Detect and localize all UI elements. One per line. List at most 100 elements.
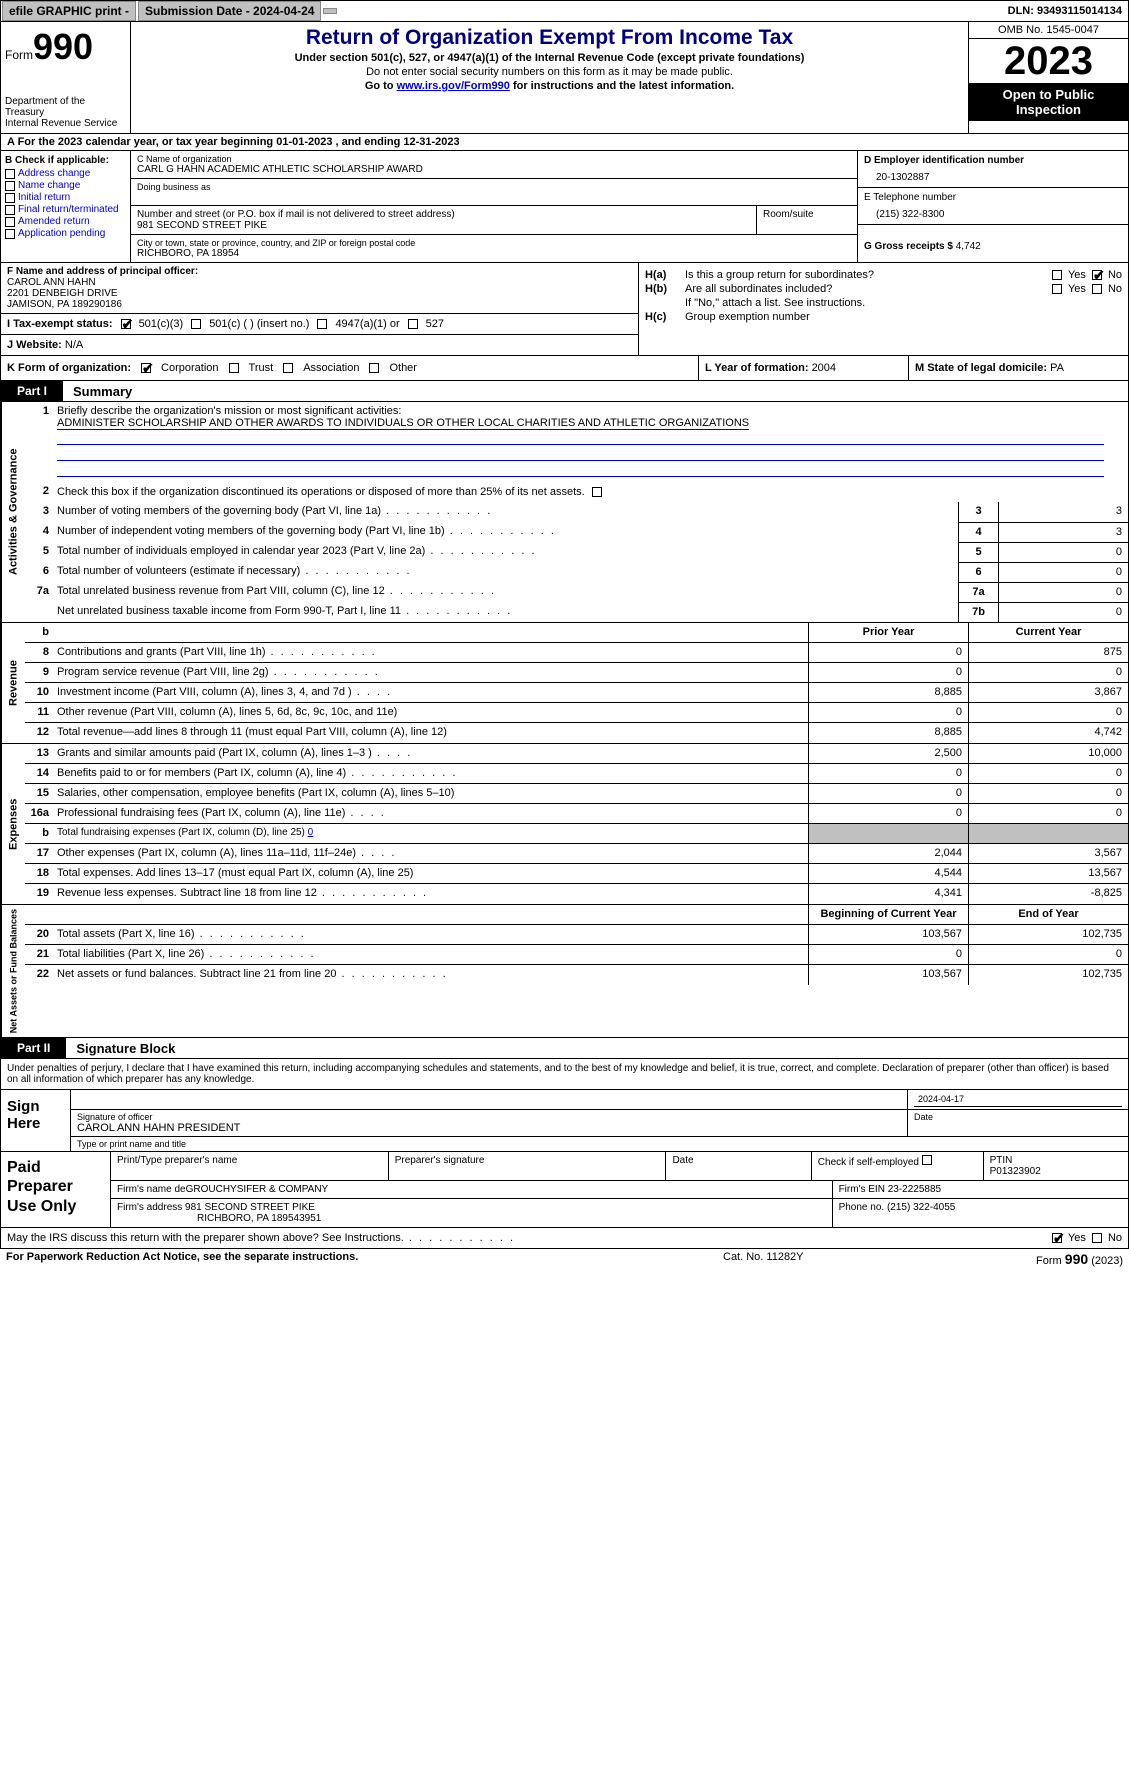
row-21: 21Total liabilities (Part X, line 26)00	[25, 945, 1128, 965]
part1-title: Summary	[63, 384, 132, 399]
row-5: 5Total number of individuals employed in…	[25, 542, 1128, 562]
chk-amended-return[interactable]: Amended return	[5, 216, 126, 227]
chk-other[interactable]	[369, 363, 379, 373]
top-bar: efile GRAPHIC print - Submission Date - …	[0, 0, 1129, 22]
sig-intro: Under penalties of perjury, I declare th…	[0, 1059, 1129, 1090]
discuss-yes-box[interactable]: ✔	[1052, 1233, 1062, 1243]
footer-cat: Cat. No. 11282Y	[723, 1251, 923, 1267]
prep-row-1: Print/Type preparer's name Preparer's si…	[111, 1152, 1128, 1181]
col-d: D Employer identification number 20-1302…	[858, 151, 1128, 262]
period-begin: 01-01-2023	[276, 136, 332, 148]
hdr-eoy: End of Year	[968, 905, 1128, 924]
l9-p: 0	[808, 663, 968, 682]
opt-4947: 4947(a)(1) or	[335, 318, 399, 330]
l13-desc: Grants and similar amounts paid (Part IX…	[53, 744, 808, 763]
l3-desc: Number of voting members of the governin…	[53, 502, 958, 522]
row-16a: 16aProfessional fundraising fees (Part I…	[25, 804, 1128, 824]
row-7a: 7aTotal unrelated business revenue from …	[25, 582, 1128, 602]
l15-c: 0	[968, 784, 1128, 803]
l8-c: 875	[968, 643, 1128, 662]
expenses-body: 13Grants and similar amounts paid (Part …	[25, 744, 1128, 904]
org-name: CARL G HAHN ACADEMIC ATHLETIC SCHOLARSHI…	[137, 164, 851, 175]
chk-application-pending[interactable]: Application pending	[5, 228, 126, 239]
ha-yes-box[interactable]	[1052, 270, 1062, 280]
net-assets-body: Beginning of Current Year End of Year 20…	[25, 905, 1128, 1037]
l9-desc: Program service revenue (Part VIII, line…	[53, 663, 808, 682]
ein-label: D Employer identification number	[864, 155, 1122, 166]
ha-text: Is this a group return for subordinates?	[685, 269, 1048, 281]
chk-501c3[interactable]: ✔	[121, 319, 131, 329]
officer-label: F Name and address of principal officer:	[7, 266, 632, 277]
discuss-row: May the IRS discuss this return with the…	[0, 1228, 1129, 1249]
subtitle-2: Do not enter social security numbers on …	[139, 66, 960, 78]
irs-text: Internal Revenue Service	[5, 118, 126, 129]
sig-officer-name: CAROL ANN HAHN PRESIDENT	[77, 1122, 901, 1134]
chk-address-change[interactable]: Address change	[5, 168, 126, 179]
h-b-row: H(b) Are all subordinates included? Yes …	[645, 283, 1122, 295]
efile-button[interactable]: efile GRAPHIC print -	[2, 1, 136, 21]
l20-c: 102,735	[968, 925, 1128, 944]
l10-p: 8,885	[808, 683, 968, 702]
chk-association[interactable]	[283, 363, 293, 373]
chk-address-label: Address change	[18, 168, 90, 179]
chk-name-change[interactable]: Name change	[5, 180, 126, 191]
l-cell: L Year of formation: 2004	[698, 356, 908, 380]
chk-527[interactable]	[408, 319, 418, 329]
row-18: 18Total expenses. Add lines 13–17 (must …	[25, 864, 1128, 884]
officer-city: JAMISON, PA 189290186	[7, 299, 632, 310]
opt-501c: 501(c) ( ) (insert no.)	[209, 318, 309, 330]
org-name-cell: C Name of organization CARL G HAHN ACADE…	[131, 151, 857, 179]
firm-ein: 23-2225885	[888, 1184, 941, 1195]
hb-no-box[interactable]	[1092, 284, 1102, 294]
l16b-val: 0	[308, 827, 314, 838]
discuss-no-box[interactable]	[1092, 1233, 1102, 1243]
sign-officer-row: Signature of officer CAROL ANN HAHN PRES…	[71, 1110, 1128, 1137]
submission-button[interactable]: Submission Date - 2024-04-24	[138, 1, 321, 21]
chk-trust[interactable]	[229, 363, 239, 373]
l13-p: 2,500	[808, 744, 968, 763]
l12-desc: Total revenue—add lines 8 through 11 (mu…	[53, 723, 808, 743]
prep-phone: (215) 322-4055	[887, 1202, 955, 1213]
l17-p: 2,044	[808, 844, 968, 863]
l7b-val: 0	[998, 602, 1128, 622]
row-mission: 1 Briefly describe the organization's mi…	[25, 402, 1128, 482]
l6-desc: Total number of volunteers (estimate if …	[53, 562, 958, 582]
firm-addr-label: Firm's address	[117, 1202, 185, 1213]
chk-initial-return[interactable]: Initial return	[5, 192, 126, 203]
row-10: 10Investment income (Part VIII, column (…	[25, 683, 1128, 703]
l5-val: 0	[998, 542, 1128, 562]
side-net-assets: Net Assets or Fund Balances	[1, 905, 25, 1037]
chk-final-return[interactable]: Final return/terminated	[5, 204, 126, 215]
hb-yes-box[interactable]	[1052, 284, 1062, 294]
goto-post: for instructions and the latest informat…	[510, 80, 734, 92]
form-label: Form	[5, 48, 33, 62]
chk-discontinued[interactable]	[592, 487, 602, 497]
l9-c: 0	[968, 663, 1128, 682]
m-value: PA	[1050, 362, 1064, 374]
mid-right: H(a) Is this a group return for subordin…	[638, 263, 1128, 355]
chk-4947[interactable]	[317, 319, 327, 329]
row-20: 20Total assets (Part X, line 16)103,5671…	[25, 925, 1128, 945]
ha-label: H(a)	[645, 269, 681, 281]
website-row: J Website: N/A	[1, 335, 638, 355]
prep-row-2: Firm's name deGROUCHYSIFER & COMPANY Fir…	[111, 1181, 1128, 1199]
part1-header: Part I Summary	[0, 381, 1129, 402]
l22-desc: Net assets or fund balances. Subtract li…	[53, 965, 808, 985]
h-b-note-row: If "No," attach a list. See instructions…	[645, 297, 1122, 309]
part2-header: Part II Signature Block	[0, 1038, 1129, 1059]
ptin-value: P01323902	[990, 1166, 1122, 1177]
klm-row: K Form of organization: ✔Corporation Tru…	[0, 356, 1129, 381]
prep-phone-label: Phone no.	[839, 1202, 887, 1213]
form990-link[interactable]: www.irs.gov/Form990	[397, 80, 510, 92]
chk-self-employed[interactable]	[922, 1155, 932, 1165]
firm-name: deGROUCHYSIFER & COMPANY	[174, 1184, 328, 1195]
chk-final-label: Final return/terminated	[18, 204, 119, 215]
footer-right: Form 990 (2023)	[923, 1251, 1123, 1267]
chk-501c[interactable]	[191, 319, 201, 329]
l12-c: 4,742	[968, 723, 1128, 743]
chk-corporation[interactable]: ✔	[141, 363, 151, 373]
opt-trust: Trust	[249, 362, 274, 374]
prep-row-3: Firm's address 981 SECOND STREET PIKERIC…	[111, 1199, 1128, 1227]
hb-note: If "No," attach a list. See instructions…	[685, 297, 1122, 309]
ha-no-box[interactable]: ✔	[1092, 270, 1102, 280]
